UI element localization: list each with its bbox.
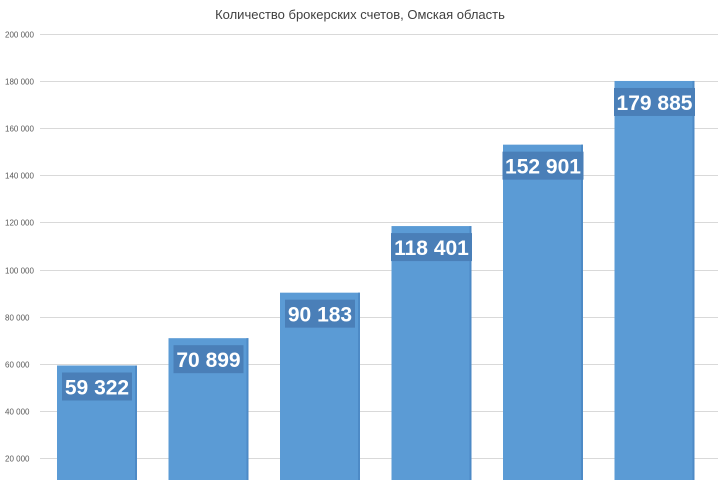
y-tick-label: 20 000 [5,455,30,464]
y-tick-label: 180 000 [5,78,34,87]
y-tick-label: 120 000 [5,219,34,228]
data-label-box [391,233,472,262]
data-label-text: 59 322 [65,377,129,400]
bar-edge [469,226,472,480]
data-label-box [614,87,695,116]
data-label-box [173,345,244,374]
chart-title: Количество брокерских счетов, Омская обл… [215,7,505,22]
data-label: 179 885 [614,87,695,116]
bar [614,80,695,480]
data-label-box [502,151,584,180]
bar-fill [614,80,695,480]
data-label-text: 90 183 [288,304,352,327]
data-label-text: 118 401 [394,237,469,260]
y-tick-label: 160 000 [5,125,34,134]
y-tick-label: 140 000 [5,172,34,181]
data-label-text: 70 899 [176,349,240,372]
gridlines [40,34,718,459]
bar-fill [503,144,583,480]
bars [57,80,695,480]
data-label-text: 179 885 [617,92,693,115]
data-label: 90 183 [285,299,355,328]
y-tick-label: 40 000 [5,408,30,417]
bar-fill [391,226,472,480]
bar-edge [358,292,360,480]
data-label: 70 899 [173,345,244,374]
bar-edge [246,338,249,480]
data-label-box [62,372,132,401]
bar [503,144,583,480]
bar-edge [135,365,137,480]
data-label-box [285,299,355,328]
y-axis-ticks: 20 000 40 000 60 000 80 000 100 000 120 000 14… [5,31,34,464]
bar-edge [581,144,583,480]
data-label: 152 901 [502,151,584,180]
y-tick-label: 80 000 [5,314,30,323]
data-label: 59 322 [62,372,132,401]
data-labels: 59 322 70 899 90 183 118 401 152 901 179 885 [62,87,695,401]
bar [391,226,472,480]
bar-edge [692,80,695,480]
y-tick-label: 60 000 [5,361,30,370]
y-tick-label: 200 000 [5,31,34,40]
data-label: 118 401 [391,233,472,262]
data-label-text: 152 901 [505,156,581,179]
y-tick-label: 100 000 [5,267,34,276]
